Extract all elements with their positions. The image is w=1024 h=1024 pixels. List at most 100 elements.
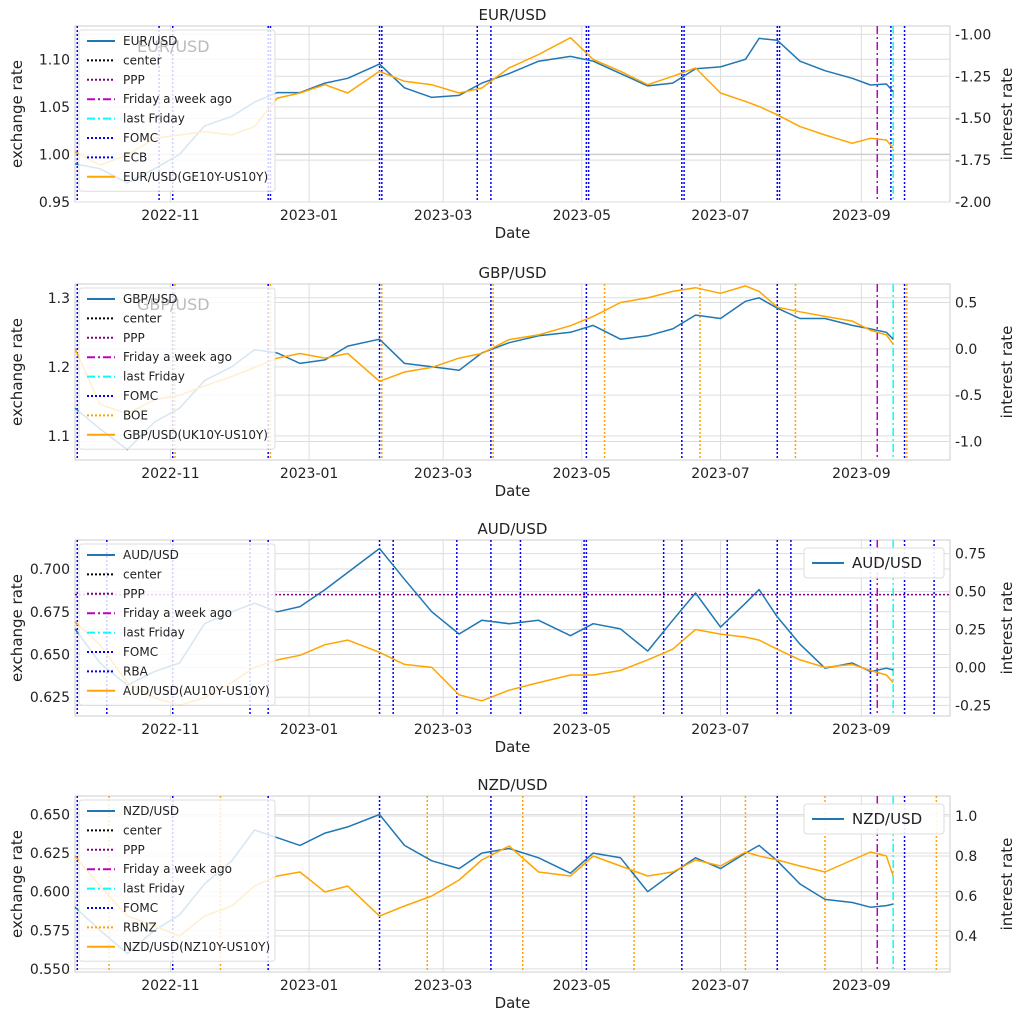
chart-title: NZD/USD bbox=[477, 776, 547, 794]
legend-label-friday-a-week-ago: Friday a week ago bbox=[123, 92, 232, 106]
legend-label-center: center bbox=[123, 53, 162, 67]
x-tick-label: 2023-09 bbox=[832, 466, 891, 482]
legend-label-fomc: FOMC bbox=[123, 901, 158, 915]
legend-label-last-friday: last Friday bbox=[123, 112, 185, 126]
x-tick-label: 2023-01 bbox=[280, 466, 339, 482]
legend-right-box bbox=[803, 803, 945, 835]
legend-label-friday-a-week-ago: Friday a week ago bbox=[123, 862, 232, 876]
legend-label-gbp-usd: GBP/USD bbox=[123, 292, 177, 306]
y-tick-label: 1.05 bbox=[39, 100, 70, 116]
legend-box bbox=[78, 543, 276, 706]
legend-label-ppp: PPP bbox=[123, 73, 145, 87]
y-tick-label: 0.550 bbox=[30, 962, 70, 978]
legend-label-fomc: FOMC bbox=[123, 389, 158, 403]
legend-label-ppp: PPP bbox=[123, 843, 145, 857]
x-tick-label: 2023-09 bbox=[832, 208, 891, 224]
y-tick-label: 1.00 bbox=[39, 147, 70, 163]
x-tick-label: 2023-03 bbox=[414, 466, 473, 482]
y-right-tick-label: 0.25 bbox=[955, 623, 986, 639]
legend-box bbox=[78, 287, 276, 450]
legend-label-friday-a-week-ago: Friday a week ago bbox=[123, 606, 232, 620]
y-right-tick-label: -1.00 bbox=[955, 27, 991, 43]
legend-right-label: AUD/USD bbox=[852, 554, 922, 572]
y-axis-label: exchange rate bbox=[8, 574, 26, 682]
legend-label-aud-usd: AUD/USD bbox=[123, 548, 179, 562]
y-tick-label: 0.650 bbox=[30, 808, 70, 824]
x-tick-label: 2023-01 bbox=[280, 208, 339, 224]
y-right-tick-label: -1.75 bbox=[955, 153, 991, 169]
y-tick-label: 1.1 bbox=[48, 429, 70, 445]
legend-label-last-friday: last Friday bbox=[123, 882, 185, 896]
watermark-label: GBP/USD bbox=[137, 295, 210, 314]
y-tick-label: 1.2 bbox=[48, 360, 70, 376]
x-tick-label: 2023-05 bbox=[553, 978, 612, 994]
chart-title: GBP/USD bbox=[478, 264, 546, 282]
y-right-axis-label: interest rate bbox=[998, 582, 1016, 675]
x-tick-label: 2023-07 bbox=[691, 978, 750, 994]
chart-title: AUD/USD bbox=[478, 520, 548, 538]
legend-label-eur-usd-ge10y-us10y: EUR/USD(GE10Y-US10Y) bbox=[123, 170, 268, 184]
legend-label-nzd-usd: NZD/USD bbox=[123, 804, 179, 818]
x-axis-label: Date bbox=[495, 482, 531, 500]
legend-label-ecb: ECB bbox=[123, 150, 147, 164]
y-right-tick-label: 0.8 bbox=[955, 849, 977, 865]
legend-label-center: center bbox=[123, 311, 162, 325]
y-right-tick-label: -2.00 bbox=[955, 195, 991, 211]
x-axis-label: Date bbox=[495, 994, 531, 1012]
x-axis-label: Date bbox=[495, 738, 531, 756]
panel-eur-usd: 2022-11 2023-01 2023-03 2023-05 2023-07 2023-… bbox=[8, 6, 1016, 242]
y-tick-label: 0.95 bbox=[39, 195, 70, 211]
x-tick-label: 2023-03 bbox=[414, 978, 473, 994]
y-right-tick-label: -1.25 bbox=[955, 69, 991, 85]
y-tick-label: 0.625 bbox=[30, 846, 70, 862]
y-axis-label: exchange rate bbox=[8, 60, 26, 168]
legend-label-nzd-usd-nz10y-us10y: NZD/USD(NZ10Y-US10Y) bbox=[123, 940, 270, 954]
legend-box bbox=[78, 29, 276, 192]
y-right-axis-label: interest rate bbox=[998, 68, 1016, 161]
y-right-tick-label: 1.0 bbox=[955, 809, 977, 825]
legend-right-box bbox=[803, 547, 945, 579]
legend-label-rbnz: RBNZ bbox=[123, 920, 157, 934]
x-tick-label: 2023-05 bbox=[553, 466, 612, 482]
chart-title: EUR/USD bbox=[479, 6, 547, 24]
panel-nzd-usd: 2022-11 2023-01 2023-03 2023-05 2023-07 2023-… bbox=[8, 776, 1016, 1012]
y-tick-label: 0.625 bbox=[30, 690, 70, 706]
legend-label-boe: BOE bbox=[123, 408, 148, 422]
x-tick-label: 2023-05 bbox=[553, 722, 612, 738]
y-right-tick-label: 0.50 bbox=[955, 585, 986, 601]
x-tick-label: 2023-03 bbox=[414, 722, 473, 738]
legend-box bbox=[78, 799, 276, 962]
x-tick-label: 2023-01 bbox=[280, 722, 339, 738]
x-tick-label: 2022-11 bbox=[141, 978, 200, 994]
panel-aud-usd: 2022-11 2023-01 2023-03 2023-05 2023-07 2023-… bbox=[8, 520, 1016, 756]
x-tick-label: 2023-07 bbox=[691, 208, 750, 224]
legend-right: AUD/USD bbox=[803, 547, 945, 579]
y-right-tick-label: -0.25 bbox=[955, 698, 991, 714]
y-right-tick-label: 0.75 bbox=[955, 547, 986, 563]
y-right-tick-label: 0.00 bbox=[955, 660, 986, 676]
legend-label-friday-a-week-ago: Friday a week ago bbox=[123, 350, 232, 364]
y-right-tick-label: -1.0 bbox=[955, 434, 982, 450]
legend-label-rba: RBA bbox=[123, 664, 149, 678]
x-tick-label: 2022-11 bbox=[141, 722, 200, 738]
y-tick-label: 0.650 bbox=[30, 647, 70, 663]
y-tick-label: 1.3 bbox=[48, 291, 70, 307]
legend-right: NZD/USD bbox=[803, 803, 945, 835]
x-tick-label: 2023-01 bbox=[280, 978, 339, 994]
legend: AUD/USD center PPP Friday a week ago last Fr… bbox=[78, 543, 276, 706]
y-right-tick-label: 0.0 bbox=[955, 342, 977, 358]
y-right-tick-label: -0.5 bbox=[955, 388, 982, 404]
legend-label-eur-usd: EUR/USD bbox=[123, 34, 177, 48]
y-right-tick-label: 0.4 bbox=[955, 929, 977, 945]
legend-label-fomc: FOMC bbox=[123, 645, 158, 659]
y-right-tick-label: -1.50 bbox=[955, 111, 991, 127]
y-tick-label: 0.600 bbox=[30, 885, 70, 901]
panel-gbp-usd: 2022-11 2023-01 2023-03 2023-05 2023-07 2023-… bbox=[8, 264, 1016, 500]
x-tick-label: 2023-05 bbox=[553, 208, 612, 224]
legend-label-center: center bbox=[123, 823, 162, 837]
legend-label-ppp: PPP bbox=[123, 587, 145, 601]
y-tick-label: 0.700 bbox=[30, 562, 70, 578]
